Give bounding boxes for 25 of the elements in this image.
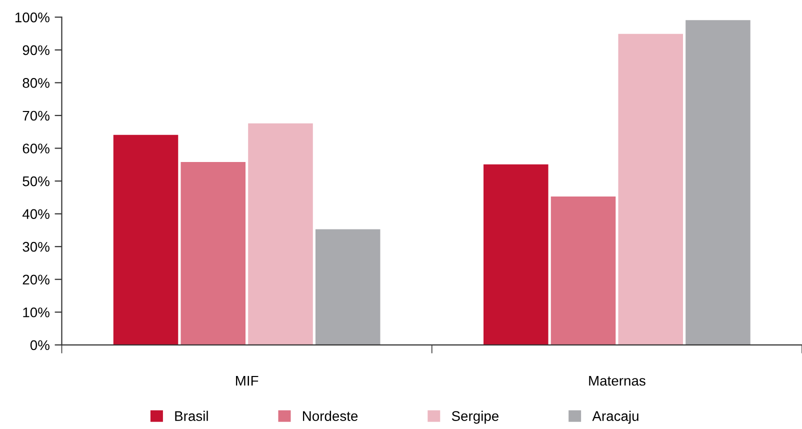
y-tick-label: 70% bbox=[22, 110, 50, 121]
y-tick-label: 50% bbox=[22, 176, 50, 186]
y-tick-label: 100% bbox=[15, 12, 50, 22]
legend-label: Sergipe bbox=[452, 410, 499, 424]
x-tick-label: Maternas bbox=[589, 376, 646, 386]
legend-label: Aracaju bbox=[592, 410, 638, 424]
bar bbox=[686, 20, 750, 345]
y-tick-label: 90% bbox=[22, 45, 50, 56]
y-tick-label: 20% bbox=[22, 274, 50, 285]
bar bbox=[248, 123, 313, 345]
y-tick-label: 40% bbox=[22, 209, 50, 219]
bar bbox=[315, 229, 380, 345]
y-tick-label: 80% bbox=[22, 78, 50, 88]
bar bbox=[618, 34, 684, 345]
y-tick-label: 60% bbox=[22, 144, 50, 154]
y-tick-label: 0% bbox=[30, 340, 50, 350]
y-tick-label: 30% bbox=[22, 242, 50, 252]
bar bbox=[113, 134, 178, 345]
x-tick-label: MIF bbox=[236, 376, 258, 386]
bar bbox=[484, 164, 548, 345]
bar bbox=[550, 196, 616, 345]
bar bbox=[180, 162, 246, 345]
y-tick-label: 10% bbox=[23, 307, 50, 318]
legend-label: Nordeste bbox=[302, 410, 358, 421]
legend-label: Brasil bbox=[175, 410, 208, 421]
